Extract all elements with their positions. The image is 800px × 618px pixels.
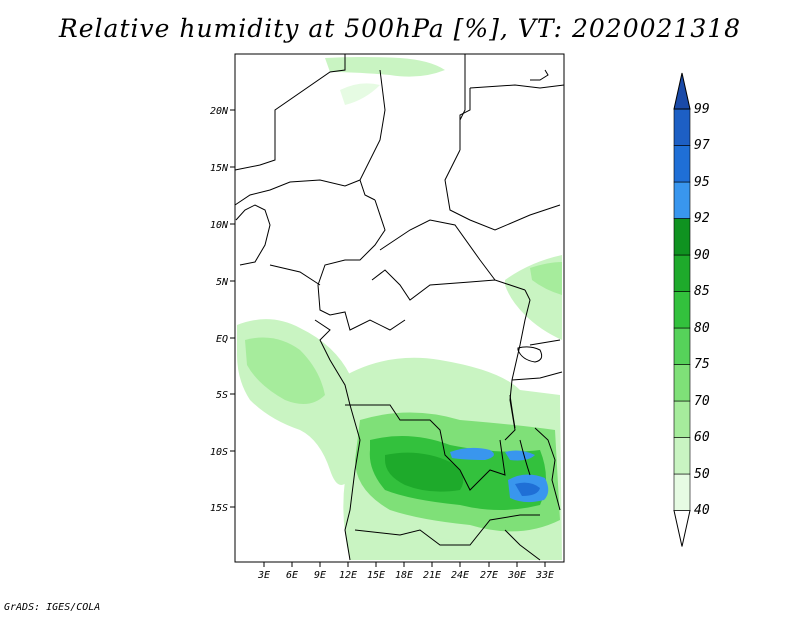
- lat-tick: 20N: [210, 106, 235, 117]
- lon-label: 18E: [395, 570, 413, 581]
- colorbar-segment: [673, 145, 691, 183]
- lon-label: 33E: [535, 570, 554, 581]
- lon-tick: 18E: [395, 562, 413, 581]
- lat-label: 15N: [210, 163, 229, 174]
- lat-axis: 20N 15N 10N 5N EQ 5S 10S 15S: [210, 106, 235, 514]
- humidity-region-west-inner: [245, 337, 325, 404]
- colorbar-label: 90: [694, 248, 710, 263]
- humidity-region-high-streak: [450, 447, 494, 460]
- colorbar-segment: [673, 291, 691, 329]
- humidity-region-central-dark: [385, 452, 464, 492]
- colorbar-label: 70: [694, 394, 710, 409]
- colorbar-label: 75: [694, 357, 710, 372]
- humidity-region-north: [325, 57, 445, 77]
- lat-label: 10N: [210, 220, 229, 231]
- lon-label: 9E: [314, 570, 326, 581]
- lat-label: 5S: [216, 390, 228, 401]
- colorbar-label: 85: [694, 284, 710, 299]
- lat-tick: 10N: [210, 220, 235, 231]
- lon-tick: 15E: [367, 562, 385, 581]
- colorbar-segment: [673, 437, 691, 475]
- colorbar-label: 95: [694, 175, 710, 190]
- lat-label: EQ: [216, 334, 228, 345]
- lon-tick: 30E: [507, 562, 526, 581]
- lat-label: 20N: [210, 106, 229, 117]
- lon-tick: 6E: [286, 562, 298, 581]
- lat-tick: EQ: [216, 334, 235, 345]
- colorbar-labels: 99 97 95 92 90 85 80 75 70 60 50 40: [694, 102, 710, 518]
- lon-tick: 9E: [314, 562, 326, 581]
- colorbar-segment: [673, 218, 691, 256]
- lon-label: 27E: [480, 570, 498, 581]
- colorbar-segment: [673, 254, 691, 292]
- lakes: [509, 346, 543, 476]
- colorbar-label: 92: [694, 211, 710, 226]
- humidity-region-north-streak: [340, 83, 380, 105]
- lon-axis: 3E 6E 9E 12E 15E 18E 21E 24E 27E 30E 33E: [257, 562, 554, 581]
- humidity-region-high-streak2: [505, 450, 535, 461]
- colorbar-segment: [673, 473, 691, 511]
- colorbar: 99 97 95 92 90 85 80 75 70 60 50 40: [673, 72, 710, 547]
- lon-tick: 33E: [535, 562, 554, 581]
- colorbar-label: 80: [694, 321, 710, 336]
- colorbar-segment: [673, 510, 691, 547]
- map-title: Relative humidity at 500hPa [%], VT: 202…: [58, 14, 742, 43]
- humidity-region-high-east-core: [515, 482, 540, 496]
- lon-label: 3E: [257, 570, 270, 581]
- colorbar-segment: [673, 72, 691, 110]
- lat-tick: 5N: [216, 277, 235, 288]
- lon-label: 21E: [423, 570, 441, 581]
- colorbar-segment: [673, 400, 691, 438]
- lat-tick: 15N: [210, 163, 235, 174]
- lat-label: 5N: [216, 277, 229, 288]
- lat-tick: 10S: [210, 447, 235, 458]
- humidity-region-south: [350, 535, 540, 560]
- lon-label: 30E: [507, 570, 526, 581]
- colorbar-label: 99: [694, 102, 710, 117]
- lat-label: 10S: [210, 447, 228, 458]
- map-panel: 20N 15N 10N 5N EQ 5S 10S 15S 3E 6E 9E 12…: [210, 53, 565, 581]
- colorbar-label: 60: [694, 430, 710, 445]
- lon-tick: 21E: [423, 562, 441, 581]
- lon-tick: 24E: [451, 562, 469, 581]
- lat-tick: 5S: [216, 390, 235, 401]
- colorbar-segment: [673, 364, 691, 402]
- credit-label: GrADS: IGES/COLA: [4, 602, 101, 613]
- colorbar-label: 97: [694, 138, 710, 153]
- colorbar-segment: [673, 181, 691, 219]
- colorbar-label: 40: [694, 503, 710, 518]
- colorbar-segments: [673, 72, 691, 547]
- humidity-region-northeast-inner: [530, 262, 562, 295]
- lon-tick: 27E: [480, 562, 498, 581]
- colorbar-segment: [673, 327, 691, 365]
- lat-tick: 15S: [210, 503, 235, 514]
- lon-tick: 3E: [257, 562, 270, 581]
- colorbar-segment: [673, 108, 691, 146]
- lon-tick: 12E: [339, 562, 357, 581]
- lon-label: 15E: [367, 570, 385, 581]
- lon-label: 24E: [451, 570, 469, 581]
- colorbar-label: 50: [694, 467, 710, 482]
- lat-label: 15S: [210, 503, 228, 514]
- lon-label: 12E: [339, 570, 357, 581]
- lon-label: 6E: [286, 570, 298, 581]
